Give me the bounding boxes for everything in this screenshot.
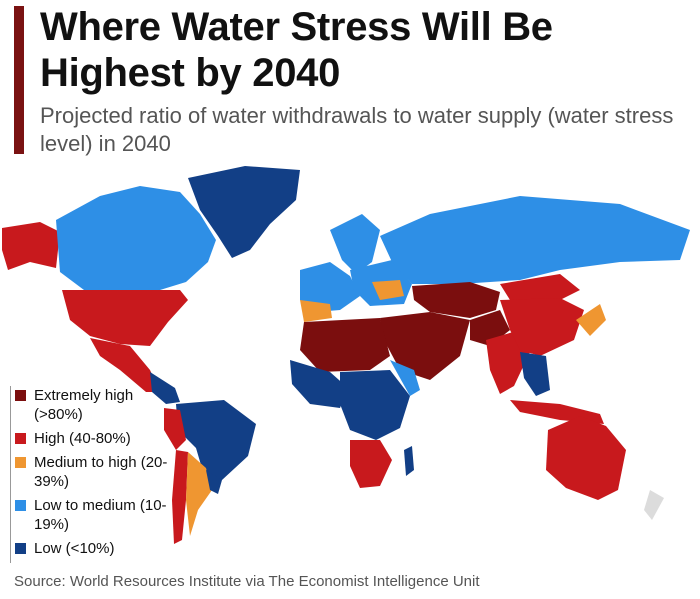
region-australia <box>546 416 626 500</box>
region-greenland <box>188 166 300 258</box>
region-east-africa <box>390 360 420 396</box>
region-uruguay-paraguay <box>206 470 222 494</box>
legend-swatch <box>15 390 26 401</box>
legend-item-low: Low (<10%) <box>15 539 185 558</box>
legend-item-low-to-medium: Low to medium (10-19%) <box>15 496 185 534</box>
legend-label: High (40-80%) <box>34 430 131 447</box>
legend-label: Low to medium (10-19%) <box>34 497 167 533</box>
region-middle-east <box>380 312 470 380</box>
legend-swatch <box>15 457 26 468</box>
legend-item-extremely-high: Extremely high (>80%) <box>15 386 185 424</box>
world-map <box>2 166 690 544</box>
region-chile <box>172 450 188 544</box>
region-brazil <box>176 400 256 482</box>
region-ukraine <box>372 280 404 300</box>
legend-swatch <box>15 433 26 444</box>
region-central-africa <box>340 370 410 440</box>
region-central-america <box>150 372 180 404</box>
legend-item-medium-to-high: Medium to high (20-39%) <box>15 453 185 491</box>
legend: Extremely high (>80%) High (40-80%) Medi… <box>10 386 185 563</box>
legend-swatch <box>15 543 26 554</box>
region-se-asia <box>520 352 550 396</box>
legend-label: Medium to high (20-39%) <box>34 454 168 490</box>
accent-bar <box>14 6 24 154</box>
source-note: Source: World Resources Institute via Th… <box>14 573 480 590</box>
region-russia <box>380 196 690 284</box>
legend-label: Extremely high (>80%) <box>34 387 134 423</box>
legend-swatch <box>15 500 26 511</box>
legend-label: Low (<10%) <box>34 540 115 557</box>
region-argentina <box>186 452 212 536</box>
legend-item-high: High (40-80%) <box>15 429 185 448</box>
region-southern-africa <box>350 440 392 488</box>
region-canada <box>56 186 216 290</box>
region-scandinavia <box>330 214 380 274</box>
region-china <box>500 298 584 356</box>
region-peru <box>164 408 186 450</box>
region-mongolia <box>500 274 580 300</box>
region-madagascar <box>404 446 414 476</box>
region-japan <box>576 304 606 336</box>
region-central-asia <box>412 282 500 318</box>
page-subtitle: Projected ratio of water withdrawals to … <box>40 103 674 156</box>
page-title: Where Water Stress Will Be Highest by 20… <box>40 5 553 95</box>
region-north-africa <box>300 318 390 372</box>
region-alaska <box>2 222 60 270</box>
region-mexico <box>90 338 160 392</box>
region-west-europe <box>300 262 360 312</box>
region-west-africa <box>290 360 348 408</box>
region-iberia <box>300 300 332 322</box>
region-usa <box>62 290 188 346</box>
region-new-zealand <box>644 490 664 520</box>
